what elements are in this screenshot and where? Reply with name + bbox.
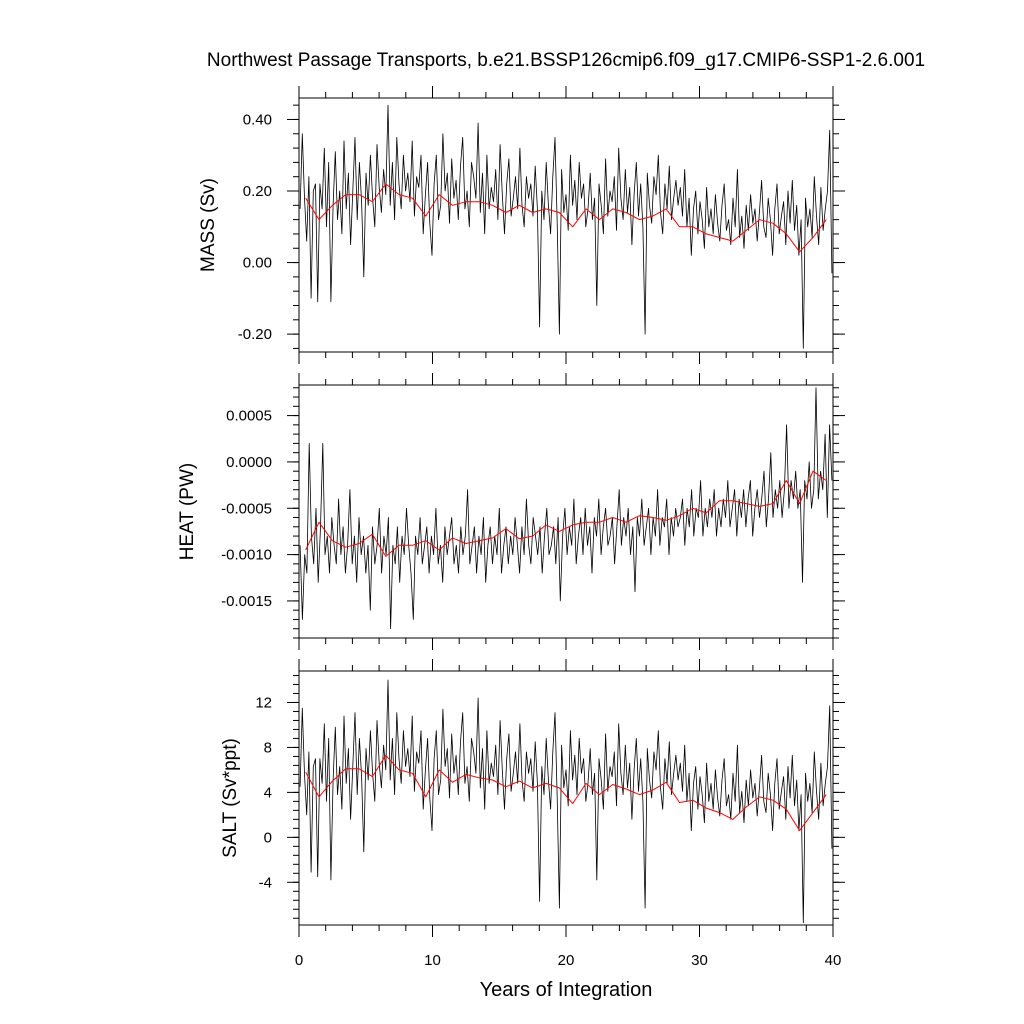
y-tick-label: 0.40 (243, 111, 272, 128)
y-tick-label: 0.0005 (226, 408, 272, 425)
y-tick-label: -0.0005 (221, 500, 272, 517)
x-tick-label: 30 (691, 952, 708, 969)
y-tick-label: 8 (264, 739, 272, 756)
chart-panels: -0.20 0.00 0.20 0.40 MASS (Sv) -0.0015 -0.0010… (177, 86, 845, 937)
panel-2-monthly-line (299, 387, 833, 630)
x-tick-label: 0 (295, 952, 303, 969)
panel-2: -0.0015 -0.0010 -0.0005 0.0000 0.0005 HEAT (P… (177, 373, 845, 650)
y-tick-label: 0.20 (243, 183, 272, 200)
x-tick-label: 10 (424, 952, 441, 969)
panel-3-monthly-line (299, 679, 833, 924)
x-axis-title: Years of Integration (480, 979, 653, 1001)
panel-2-y-axis-title: HEAT (PW) (177, 463, 198, 560)
panel-3-y-axis-title: SALT (Sv*ppt) (220, 738, 241, 858)
y-tick-label: 4 (264, 784, 272, 801)
panel-2-annual-line (305, 470, 827, 557)
x-axis: 0 10 20 30 40 (295, 952, 842, 969)
y-tick-label: 0.00 (243, 255, 272, 272)
y-tick-label: -0.0015 (221, 593, 272, 610)
chart-title: Northwest Passage Transports, b.e21.BSSP… (207, 50, 925, 71)
panel-1-monthly-line (299, 104, 833, 349)
y-tick-label: -0.0010 (221, 547, 272, 564)
panel-3-annual-line (305, 754, 827, 832)
panel-1-y-axis-title: MASS (Sv) (198, 178, 219, 272)
panel-1-annual-line (305, 183, 827, 253)
panel-3: -4 0 4 8 12 SALT (Sv*ppt) (220, 659, 845, 937)
y-tick-label: -0.20 (238, 326, 272, 343)
y-tick-label: 0.0000 (226, 454, 272, 471)
y-tick-label: 0 (264, 829, 272, 846)
x-tick-label: 20 (558, 952, 575, 969)
y-tick-label: -4 (259, 874, 272, 891)
y-tick-label: 12 (255, 694, 272, 711)
panel-1: -0.20 0.00 0.20 0.40 MASS (Sv) (198, 86, 845, 364)
x-tick-label: 40 (825, 952, 842, 969)
